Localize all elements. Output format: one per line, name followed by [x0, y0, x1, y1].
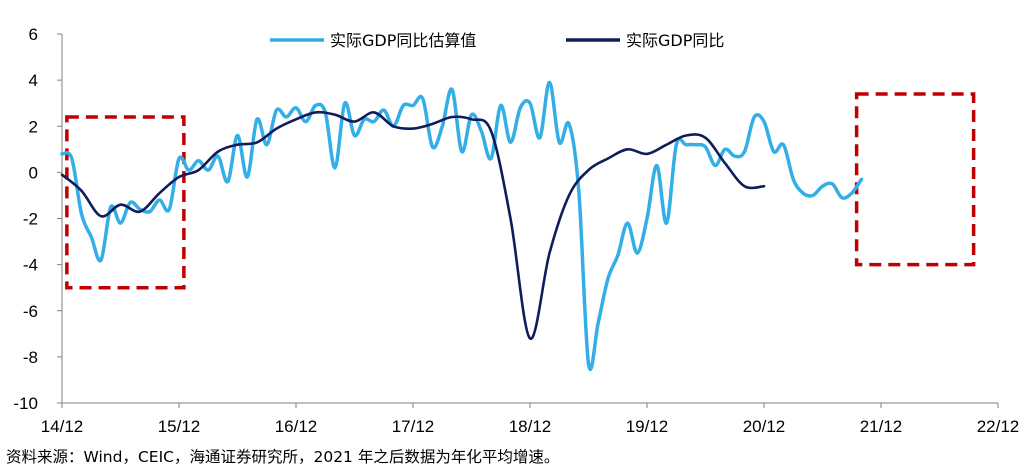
tick-labels: -10 -8 -6 -4 -2 0 2 4 6 14/12 15/12 16/12 17/12 18/12… [13, 25, 1019, 436]
y-tick-label: -4 [23, 256, 38, 275]
x-tick-label: 15/12 [158, 417, 201, 436]
legend: 实际GDP同比估算值 实际GDP同比 [270, 31, 724, 50]
chart-axes [57, 33, 999, 408]
series-line-actual [60, 110, 766, 340]
series-line-estimated [60, 80, 864, 372]
series-lines [60, 80, 864, 372]
legend-label-estimated: 实际GDP同比估算值 [330, 31, 476, 50]
x-tick-label: 20/12 [743, 417, 786, 436]
line-chart: -10 -8 -6 -4 -2 0 2 4 6 14/12 15/12 16/12 17/12 18/12… [13, 25, 1019, 436]
x-tick-label: 21/12 [860, 417, 903, 436]
x-tick-label: 22/12 [977, 417, 1020, 436]
y-tick-label: 4 [29, 71, 38, 90]
x-tick-label: 16/12 [275, 417, 318, 436]
legend-label-actual: 实际GDP同比 [626, 31, 724, 50]
source-note: 资料来源：Wind，CEIC，海通证券研究所，2021 年之后数据为年化平均增速… [6, 448, 560, 466]
annotation-boxes [65, 92, 976, 290]
y-tick-label: 6 [29, 25, 38, 44]
x-tick-label: 14/12 [41, 417, 84, 436]
y-tick-label: -10 [13, 394, 38, 413]
dashed-highlight-box [854, 92, 976, 267]
x-tick-label: 19/12 [626, 417, 669, 436]
y-tick-label: -2 [23, 210, 38, 229]
y-tick-label: -6 [23, 302, 38, 321]
y-tick-label: -8 [23, 348, 38, 367]
y-tick-label: 0 [29, 163, 38, 182]
y-tick-label: 2 [29, 117, 38, 136]
x-tick-label: 17/12 [392, 417, 435, 436]
x-tick-label: 18/12 [509, 417, 552, 436]
dashed-highlight-box [65, 115, 186, 290]
